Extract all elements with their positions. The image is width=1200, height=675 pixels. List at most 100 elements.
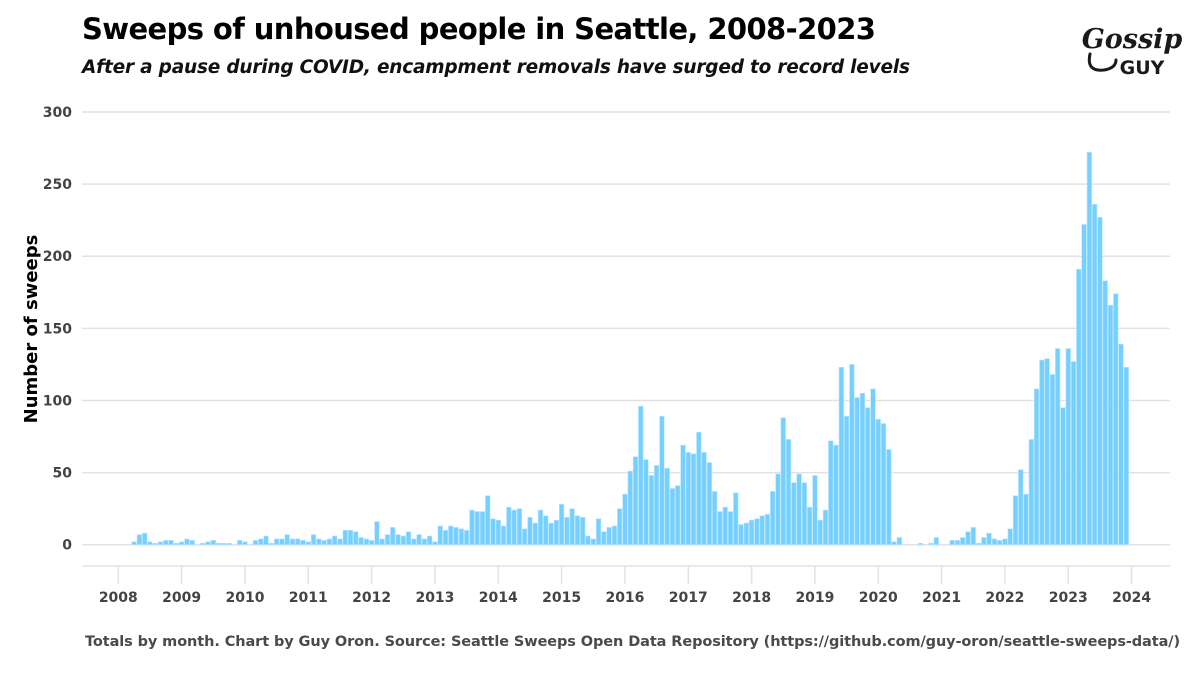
bar-2019-02	[817, 519, 823, 546]
x-tick-label: 2018	[732, 590, 771, 606]
bar-2008-10	[163, 540, 169, 545]
bar-2012-05	[390, 527, 396, 546]
bar-2012-10	[416, 534, 422, 545]
bar-2021-06	[965, 531, 971, 545]
bar-2010-03	[252, 540, 259, 545]
bar-2015-09	[601, 531, 607, 545]
bar-2008-08	[152, 542, 158, 546]
bar-2015-12	[617, 508, 623, 545]
bar-2010-06	[268, 542, 274, 546]
bar-2008-11	[168, 540, 174, 545]
bar-2016-02	[627, 470, 633, 545]
bar-2010-10	[289, 538, 296, 545]
bar-2018-01	[748, 519, 755, 546]
bar-2023-04	[1081, 224, 1087, 545]
bar-2014-04	[511, 509, 517, 546]
bar-2014-03	[506, 506, 512, 546]
bar-2022-12	[1060, 407, 1066, 546]
bar-2009-08	[215, 542, 222, 546]
bar-2022-03	[1012, 495, 1019, 546]
bar-2008-09	[157, 541, 164, 545]
bar-2015-07	[590, 538, 596, 545]
bar-2009-07	[210, 540, 216, 545]
bar-2021-11	[991, 538, 997, 545]
bar-2022-06	[1028, 439, 1034, 546]
bar-2012-02	[374, 521, 380, 546]
bar-2012-04	[384, 534, 391, 545]
bar-2021-04	[954, 540, 961, 545]
y-tick-label: 250	[43, 177, 72, 193]
bar-2017-10	[733, 492, 739, 546]
bar-2013-06	[458, 528, 464, 546]
bar-2008-12	[173, 542, 179, 546]
bar-2020-01	[875, 418, 881, 546]
bar-2013-03	[442, 529, 449, 546]
bar-2015-06	[585, 535, 591, 546]
bar-2017-12	[743, 522, 749, 546]
bar-2010-08	[279, 538, 285, 545]
bar-2015-08	[595, 518, 602, 545]
bar-2016-10	[669, 488, 676, 546]
bar-2016-04	[638, 405, 644, 545]
bar-2021-12	[997, 540, 1003, 545]
bar-2021-07	[970, 527, 976, 546]
x-tick-label: 2021	[922, 590, 961, 606]
y-axis-label: Number of sweeps	[21, 235, 42, 424]
bar-2020-05	[896, 537, 902, 546]
bar-2014-10	[543, 515, 549, 545]
bar-2017-01	[685, 452, 691, 545]
bar-2022-10	[1049, 374, 1056, 545]
bar-2009-05	[200, 542, 206, 546]
bar-2011-12	[363, 538, 369, 545]
y-tick-label: 100	[43, 393, 72, 409]
bar-2019-07	[843, 416, 850, 545]
bar-2010-05	[263, 535, 269, 546]
bar-2014-01	[495, 519, 501, 546]
bar-2012-03	[379, 538, 385, 545]
bar-2013-05	[453, 527, 459, 546]
bar-2017-03	[696, 431, 702, 545]
gridlines	[82, 111, 1170, 546]
bar-2012-12	[427, 535, 433, 546]
bar-2023-09	[1107, 304, 1114, 546]
bar-2017-11	[738, 524, 744, 545]
bar-2012-06	[395, 534, 401, 545]
bar-2013-01	[432, 541, 438, 545]
bar-2023-07	[1097, 216, 1103, 545]
bar-2013-07	[464, 529, 470, 546]
bar-2017-09	[727, 511, 734, 546]
x-axis: 2008 2009 2010 2011 2012 2013 2014 2015 2016 2017…	[82, 565, 1170, 606]
bar-2020-04	[891, 541, 897, 545]
bar-2017-02	[690, 453, 697, 546]
bar-2016-03	[632, 456, 639, 545]
bar-2011-04	[321, 540, 327, 545]
bar-2013-10	[479, 511, 486, 546]
bar-2017-08	[722, 506, 728, 546]
chart-subtitle: After a pause during COVID, encampment r…	[82, 57, 910, 78]
bar-2013-04	[448, 525, 454, 545]
bar-2008-04	[131, 541, 137, 545]
bar-2020-09	[917, 542, 924, 546]
bar-2013-12	[490, 518, 496, 545]
bar-2020-12	[933, 537, 939, 546]
bar-2021-08	[975, 542, 982, 546]
bar-2010-09	[284, 534, 290, 545]
bar-2014-05	[516, 508, 522, 545]
bar-2015-05	[580, 516, 586, 545]
bar-2009-10	[226, 542, 232, 546]
bar-2014-02	[500, 525, 507, 545]
bar-2021-05	[960, 537, 966, 546]
bar-2016-07	[654, 465, 660, 546]
bar-2018-09	[791, 482, 797, 545]
bar-2023-08	[1102, 280, 1108, 545]
bar-2009-03	[189, 540, 195, 545]
chart-title: Sweeps of unhoused people in Seattle, 20…	[82, 12, 876, 46]
bar-2009-12	[237, 540, 243, 545]
bar-2016-08	[659, 416, 665, 545]
bar-2019-11	[865, 407, 871, 546]
bar-2010-04	[258, 538, 264, 545]
bar-2018-02	[754, 518, 760, 545]
bar-2012-01	[369, 540, 375, 545]
x-tick-label: 2009	[162, 590, 201, 606]
bar-2010-01	[242, 541, 248, 545]
